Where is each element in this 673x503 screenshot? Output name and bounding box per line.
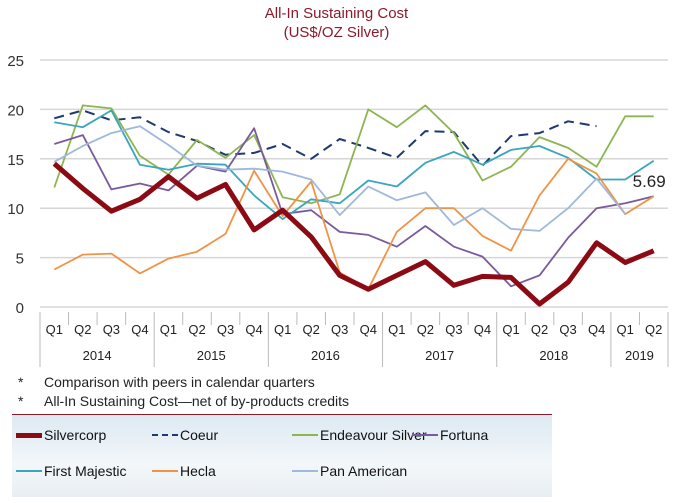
note-marker: * <box>18 374 24 390</box>
x-tick-label: Q1 <box>388 322 405 337</box>
legend-label: Coeur <box>180 427 219 443</box>
series-line-first-majestic <box>54 109 655 220</box>
series-line-coeur <box>54 109 597 167</box>
x-tick-label: Q3 <box>559 322 576 337</box>
x-tick-label: Q3 <box>103 322 120 337</box>
legend-item: Hecla <box>152 463 216 479</box>
note-text: Comparison with peers in calendar quarte… <box>44 374 315 390</box>
y-tick-label: 5 <box>16 251 24 268</box>
title-line: All-In Sustaining Cost <box>264 5 409 22</box>
series-line-silvercorp <box>52 161 655 307</box>
legend-swatch <box>292 434 318 436</box>
year-label: 2018 <box>539 348 568 363</box>
subtitle-line: (US$/OZ Silver) <box>283 24 390 41</box>
x-tick-label: Q2 <box>74 322 91 337</box>
legend-label: Fortuna <box>440 427 489 443</box>
year-label: 2017 <box>425 348 454 363</box>
x-tick-label: Q1 <box>502 322 519 337</box>
y-tick-label: 10 <box>7 201 24 218</box>
chart-title: All-In Sustaining Cost (US$/OZ Silver) <box>0 4 673 42</box>
x-tick-label: Q1 <box>46 322 63 337</box>
x-tick-label: Q4 <box>360 322 377 337</box>
x-tick-label: Q2 <box>417 322 434 337</box>
x-tick-label: Q2 <box>645 322 662 337</box>
year-label: 2014 <box>83 348 112 363</box>
legend-item: Silvercorp <box>16 427 106 443</box>
legend-swatch <box>16 432 42 438</box>
legend-label: Pan American <box>320 463 408 479</box>
x-tick-label: Q3 <box>217 322 234 337</box>
y-tick-label: 0 <box>16 300 24 317</box>
x-tick-label: Q4 <box>245 322 262 337</box>
x-tick-label: Q2 <box>531 322 548 337</box>
legend-label: Silvercorp <box>44 427 107 443</box>
legend-swatch <box>152 434 178 436</box>
data-label: 5.69 <box>633 172 666 191</box>
legend-item: Endeavour Silver <box>292 427 427 443</box>
x-tick-label: Q2 <box>188 322 205 337</box>
legend-item: First Majestic <box>16 463 126 479</box>
series-line-endeavour-silver <box>53 104 654 205</box>
x-tick-label: Q2 <box>303 322 320 337</box>
note-text: All-In Sustaining Cost—net of by-product… <box>44 393 350 409</box>
legend-item: Coeur <box>152 427 218 443</box>
legend-label: Endeavour Silver <box>320 427 427 443</box>
x-tick-label: Q1 <box>617 322 634 337</box>
legend-label: Hecla <box>180 463 216 479</box>
legend-swatch <box>152 470 178 472</box>
x-tick-label: Q4 <box>474 322 491 337</box>
legend: Silvercorp Coeur Endeavour Silver Fortuna Fi… <box>12 414 552 497</box>
year-label: 2015 <box>197 348 226 363</box>
note-marker: * <box>18 393 24 409</box>
legend-item: Pan American <box>292 463 407 479</box>
note-2: * All-In Sustaining Cost—net of by-produc… <box>18 393 349 409</box>
y-tick-label: 15 <box>7 152 24 169</box>
line-chart: 0 5 10 15 20 25 Q1 Q2 Q3 Q4 Q1 Q2 Q3 Q4 Q1 Q2 Q3 Q4 Q1 Q2 Q3… <box>7 53 669 367</box>
y-tick-label: 25 <box>7 53 24 70</box>
legend-swatch <box>292 470 318 472</box>
x-tick-label: Q1 <box>274 322 291 337</box>
series-line-hecla <box>53 157 655 291</box>
x-tick-label: Q4 <box>588 322 605 337</box>
legend-item: Fortuna <box>412 427 488 443</box>
year-label: 2019 <box>625 348 654 363</box>
series-line-pan-american <box>53 125 626 232</box>
x-tick-label: Q1 <box>160 322 177 337</box>
legend-swatch <box>412 434 438 436</box>
x-tick-label: Q3 <box>445 322 462 337</box>
year-label: 2016 <box>311 348 340 363</box>
legend-label: First Majestic <box>44 463 127 479</box>
y-tick-label: 20 <box>7 102 24 119</box>
x-tick-label: Q4 <box>131 322 148 337</box>
legend-swatch <box>16 470 42 472</box>
note-1: * Comparison with peers in calendar quart… <box>18 374 315 390</box>
x-tick-label: Q3 <box>331 322 348 337</box>
